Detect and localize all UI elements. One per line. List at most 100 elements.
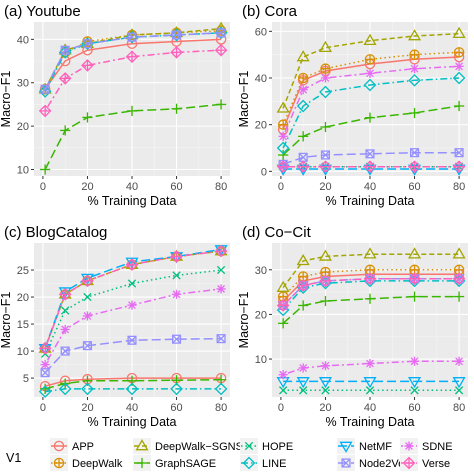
data-point xyxy=(216,284,226,294)
data-point xyxy=(125,257,139,269)
x-tick-label: 0 xyxy=(278,402,284,414)
data-point xyxy=(297,72,309,84)
series-verse xyxy=(38,244,228,355)
series-line xyxy=(282,56,460,130)
series-line xyxy=(44,250,222,349)
panel-c-blogcatalog: 0 20 40 60 80 5 10 15 20 25 (c) BlogCatalog % Train… xyxy=(0,224,230,429)
legend-item-verse: Verse xyxy=(400,455,450,471)
data-point xyxy=(278,386,288,395)
data-point xyxy=(171,103,182,114)
series-group xyxy=(38,244,228,398)
series-line xyxy=(282,253,460,289)
data-point xyxy=(452,71,466,85)
legend-marker xyxy=(404,441,414,451)
data-point xyxy=(363,160,377,173)
series-line xyxy=(282,105,460,156)
data-point xyxy=(58,288,72,301)
data-point xyxy=(364,54,376,65)
legend-label: DeepWalk−SGNS xyxy=(155,441,243,453)
x-tick-label: 20 xyxy=(319,181,331,193)
legend-item-graphsage: GraphSAGE xyxy=(133,455,216,471)
data-point xyxy=(278,149,289,161)
series-line xyxy=(282,77,460,149)
data-point xyxy=(408,29,422,41)
panel-title: (c) BlogCatalog xyxy=(4,224,107,241)
x-tick-label: 40 xyxy=(364,402,376,414)
data-point xyxy=(409,148,420,158)
data-point xyxy=(454,61,464,71)
x-tick-label: 60 xyxy=(170,181,182,193)
data-point xyxy=(319,85,332,99)
data-point xyxy=(127,279,137,288)
data-point xyxy=(320,361,331,371)
series-line xyxy=(276,71,466,155)
series-line xyxy=(44,288,222,365)
series-line xyxy=(282,65,460,137)
series-line xyxy=(282,280,460,311)
series-deepwalk xyxy=(277,47,465,130)
series-deepwalk-sgns xyxy=(276,26,466,113)
x-tick-label: 40 xyxy=(364,181,376,193)
legend-marker xyxy=(136,457,148,469)
legend-item-line: LINE xyxy=(240,455,286,471)
data-point xyxy=(365,358,375,369)
series-line xyxy=(282,295,460,324)
legend-label: APP xyxy=(72,441,94,453)
data-point xyxy=(60,324,70,335)
series-netmf xyxy=(276,377,466,389)
data-point xyxy=(296,160,310,173)
y-tick-label: 20 xyxy=(17,121,29,133)
x-tick-label: 60 xyxy=(408,181,420,193)
data-point xyxy=(276,280,290,292)
data-point xyxy=(125,50,139,64)
data-point xyxy=(410,386,419,395)
y-tick-label: 10 xyxy=(255,354,267,366)
y-tick-label: 10 xyxy=(17,164,29,176)
x-tick-label: 20 xyxy=(319,402,331,414)
x-tick-label: 40 xyxy=(126,181,138,193)
data-point xyxy=(363,78,377,92)
data-point xyxy=(453,291,465,302)
x-axis-label: % Training Data xyxy=(326,194,415,208)
data-point xyxy=(320,63,331,74)
data-point xyxy=(298,300,309,311)
data-point xyxy=(126,105,138,117)
data-point xyxy=(216,28,226,38)
series-line xyxy=(44,103,222,170)
data-point xyxy=(320,121,331,133)
legend-item-deepwalk-sgns: DeepWalk−SGNS xyxy=(133,438,243,454)
legend-item-sdne: SDNE xyxy=(400,438,453,454)
data-point xyxy=(318,377,332,389)
x-tick-label: 80 xyxy=(215,402,227,414)
data-point xyxy=(408,160,421,173)
data-point xyxy=(408,74,421,87)
series-line xyxy=(282,277,460,307)
y-tick-label: 0 xyxy=(261,166,267,178)
data-point xyxy=(319,274,332,288)
data-point xyxy=(170,382,183,396)
data-point xyxy=(40,84,50,94)
y-tick-label: 20 xyxy=(17,292,29,304)
data-point xyxy=(363,272,377,286)
x-tick-label: 20 xyxy=(81,181,93,193)
data-point xyxy=(318,249,332,261)
series-line xyxy=(38,382,228,398)
panel-a-youtube: 0 20 40 60 80 10 20 30 40 (a) Youtube % Training D… xyxy=(0,3,230,208)
data-point xyxy=(82,39,93,49)
data-point xyxy=(298,131,309,142)
legend-title: V1 xyxy=(6,451,21,465)
legend-label: GraphSAGE xyxy=(155,458,216,470)
data-point xyxy=(320,73,331,83)
data-point xyxy=(408,247,422,259)
data-point xyxy=(409,291,420,302)
data-point xyxy=(296,50,310,62)
data-point xyxy=(277,119,289,130)
series-sdne xyxy=(40,284,226,370)
series-line xyxy=(44,49,222,112)
series-line xyxy=(44,337,222,374)
x-tick-label: 60 xyxy=(408,402,420,414)
data-point xyxy=(363,33,377,45)
data-point xyxy=(61,306,70,315)
data-point xyxy=(60,125,71,136)
